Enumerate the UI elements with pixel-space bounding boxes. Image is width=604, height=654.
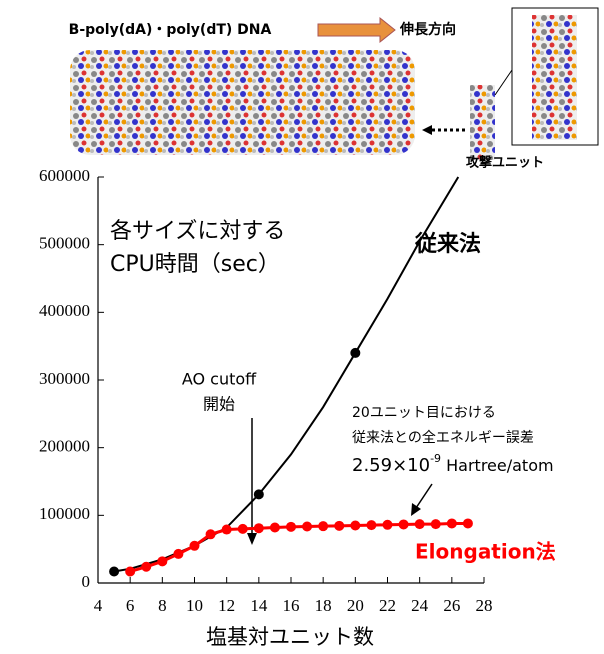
annotation: 開始 bbox=[203, 395, 235, 414]
marker bbox=[109, 566, 119, 576]
x-tick-label: 28 bbox=[476, 596, 493, 615]
marker bbox=[286, 522, 296, 532]
legend-label: Elongation法 bbox=[415, 540, 556, 564]
annotation: AO cutoff bbox=[182, 370, 257, 389]
annotation-part: Hartree/atom bbox=[441, 456, 554, 475]
arrow-head bbox=[247, 533, 257, 545]
marker bbox=[350, 520, 360, 530]
marker bbox=[254, 489, 264, 499]
annotation: CPU時間（sec） bbox=[110, 252, 280, 277]
marker bbox=[173, 549, 183, 559]
y-tick-label: 300000 bbox=[39, 369, 90, 388]
marker bbox=[399, 519, 409, 529]
image-title: B-poly(dA)・poly(dT) DNA bbox=[69, 22, 272, 38]
annotation: 各サイズに対する bbox=[110, 219, 285, 244]
marker bbox=[431, 519, 441, 529]
x-tick-label: 14 bbox=[250, 596, 268, 615]
marker bbox=[238, 524, 248, 534]
marker bbox=[125, 566, 135, 576]
marker bbox=[157, 556, 167, 566]
marker bbox=[318, 521, 328, 531]
y-tick-label: 400000 bbox=[39, 301, 90, 320]
annotation-part: -9 bbox=[430, 452, 441, 465]
marker bbox=[302, 521, 312, 531]
x-tick-label: 10 bbox=[186, 596, 203, 615]
direction-label: 伸長方向 bbox=[399, 21, 456, 38]
x-tick-label: 4 bbox=[94, 596, 103, 615]
x-tick-label: 6 bbox=[126, 596, 135, 615]
x-tick-label: 12 bbox=[218, 596, 235, 615]
marker bbox=[447, 518, 457, 528]
annotation: 2.59×10-9 Hartree/atom bbox=[352, 452, 554, 476]
arrow-head bbox=[411, 503, 421, 516]
arrow bbox=[416, 484, 432, 508]
x-tick-label: 24 bbox=[411, 596, 429, 615]
marker bbox=[366, 520, 376, 530]
y-tick-label: 500000 bbox=[39, 234, 90, 253]
x-axis-title: 塩基対ユニット数 bbox=[206, 625, 374, 649]
x-tick-label: 22 bbox=[379, 596, 396, 615]
marker bbox=[190, 541, 200, 551]
marker bbox=[270, 523, 280, 533]
y-tick-label: 600000 bbox=[39, 166, 90, 185]
marker bbox=[463, 518, 473, 528]
x-tick-label: 18 bbox=[315, 596, 332, 615]
marker bbox=[141, 562, 151, 572]
attack-unit-label: 攻撃ユニット bbox=[466, 155, 544, 171]
marker bbox=[415, 519, 425, 529]
marker bbox=[383, 520, 393, 530]
marker bbox=[350, 348, 360, 358]
annotation: 20ユニット目における bbox=[352, 405, 496, 421]
annotation: 従来法との全エネルギー誤差 bbox=[352, 429, 534, 446]
annotation-part: 2.59×10 bbox=[352, 455, 430, 476]
marker bbox=[254, 523, 264, 533]
y-tick-label: 200000 bbox=[39, 437, 90, 456]
marker bbox=[334, 521, 344, 531]
x-tick-label: 8 bbox=[158, 596, 167, 615]
y-tick-label: 0 bbox=[82, 572, 91, 591]
x-tick-label: 16 bbox=[283, 596, 300, 615]
y-tick-label: 100000 bbox=[39, 504, 90, 523]
x-tick-label: 20 bbox=[347, 596, 364, 615]
marker bbox=[206, 529, 216, 539]
chart: B-poly(dA)・poly(dT) DNA 伸長方向 攻撃ユニット 塩基対ユ… bbox=[0, 0, 604, 654]
x-tick-label: 26 bbox=[443, 596, 460, 615]
marker bbox=[222, 525, 232, 535]
